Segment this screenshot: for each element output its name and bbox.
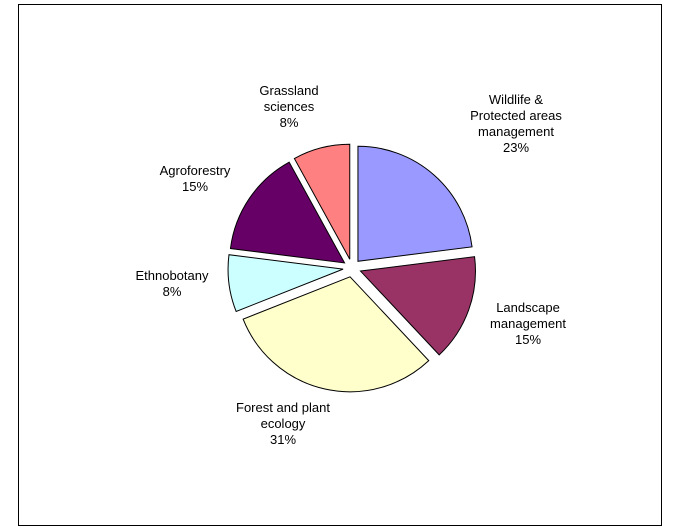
label-line: Wildlife & xyxy=(489,92,544,107)
label-line: ecology xyxy=(261,416,306,431)
label-line: Landscape xyxy=(496,300,560,315)
label-percent: 23% xyxy=(503,140,529,155)
label-line: sciences xyxy=(264,99,315,114)
slice-wildlife-and-protected-areas-management xyxy=(357,145,473,262)
label-landscape-management: Landscape management 15% xyxy=(490,300,566,347)
slice-grassland-sciences xyxy=(293,143,351,260)
slice-landscape-management xyxy=(359,256,476,356)
slice-agroforestry xyxy=(229,161,346,264)
label-line: management xyxy=(478,124,554,139)
label-wildlife-and-protected-areas-management: Wildlife & Protected areas management 23% xyxy=(470,92,562,155)
chart-frame xyxy=(18,4,662,526)
label-line: Agroforestry xyxy=(160,163,231,178)
label-line: Ethnobotany xyxy=(135,268,209,283)
label-line: Forest and plant xyxy=(236,400,330,415)
label-percent: 8% xyxy=(163,284,182,299)
label-percent: 8% xyxy=(280,115,299,130)
label-percent: 15% xyxy=(515,332,541,347)
pie-labels: Wildlife & Protected areas management 23%La… xyxy=(135,83,566,447)
label-line: management xyxy=(490,316,566,331)
pie-slices xyxy=(227,143,476,393)
label-ethnobotany: Ethnobotany 8% xyxy=(135,268,209,299)
label-line: Protected areas xyxy=(470,108,562,123)
label-line: Grassland xyxy=(259,83,318,98)
label-agroforestry: Agroforestry 15% xyxy=(160,163,231,194)
label-forest-and-plant-ecology: Forest and plant ecology 31% xyxy=(236,400,330,447)
slice-ethnobotany xyxy=(227,254,344,313)
label-grassland-sciences: Grassland sciences 8% xyxy=(259,83,318,130)
slice-forest-and-plant-ecology xyxy=(242,276,430,393)
label-percent: 31% xyxy=(270,432,296,447)
label-percent: 15% xyxy=(182,179,208,194)
